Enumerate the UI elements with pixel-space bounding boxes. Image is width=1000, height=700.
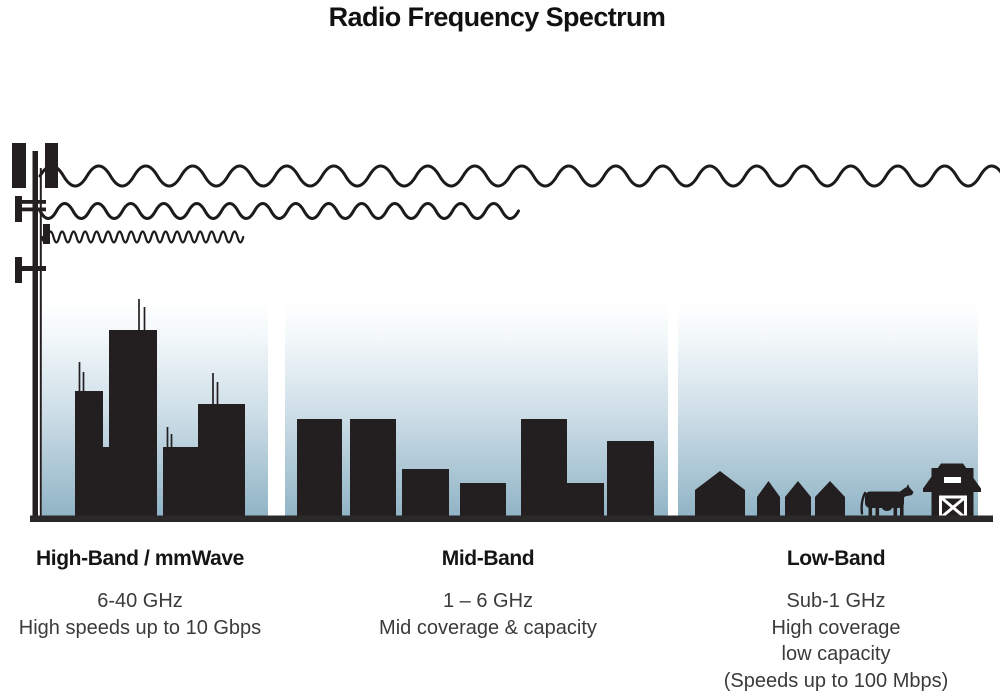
barn-icon [923, 463, 981, 520]
low-band-farm [695, 463, 981, 520]
house-icon [785, 481, 811, 519]
low-band-frequency: Sub-1 GHz [786, 590, 886, 612]
low-band-description-coverage: High coverage [771, 616, 901, 639]
low-band-heading: Low-Band [786, 547, 886, 570]
building [521, 419, 567, 519]
ground-line [30, 515, 993, 522]
high-band-description: High speeds up to 10 Gbps [18, 616, 262, 639]
skyscraper [163, 447, 198, 519]
high-band-frequency: 6-40 GHz [97, 590, 183, 612]
cell-tower-icon [12, 143, 58, 520]
rooftop-antennas [78, 299, 219, 448]
building [350, 419, 396, 519]
high-band-skyline [75, 299, 245, 519]
mid-band-frequency: 1 – 6 GHz [442, 590, 534, 612]
high-band-label-block: High-Band / mmWave 6-40 GHz High speeds … [15, 547, 265, 641]
building [567, 483, 604, 519]
short-wavelength-wave-icon [40, 230, 245, 244]
low-band-description-speed: (Speeds up to 100 Mbps) [723, 669, 949, 692]
house-icon [757, 481, 780, 519]
building [297, 419, 342, 519]
house-icon [695, 471, 745, 519]
long-wavelength-wave-icon [38, 164, 1000, 188]
mid-band-skyline [297, 419, 654, 519]
mid-band-label-block: Mid-Band 1 – 6 GHz Mid coverage & capaci… [363, 547, 613, 641]
low-band-label-block: Low-Band Sub-1 GHz High coverage low cap… [711, 547, 961, 694]
building [607, 441, 654, 519]
skyscraper [198, 404, 245, 519]
building [402, 469, 449, 519]
mid-band-description: Mid coverage & capacity [379, 616, 597, 639]
high-band-heading: High-Band / mmWave [36, 547, 244, 570]
mid-band-heading: Mid-Band [441, 547, 535, 570]
barn-loft-vent [944, 477, 961, 483]
skyscraper [75, 391, 103, 519]
skyscraper [109, 330, 157, 519]
skyscraper [103, 447, 109, 519]
radio-waves [38, 164, 1000, 244]
house-icon [815, 481, 845, 519]
cow-icon [860, 484, 914, 519]
building [460, 483, 506, 519]
page-title: Radio Frequency Spectrum [328, 2, 666, 32]
medium-wavelength-wave-icon [38, 202, 520, 220]
low-band-description-capacity: low capacity [781, 643, 891, 665]
